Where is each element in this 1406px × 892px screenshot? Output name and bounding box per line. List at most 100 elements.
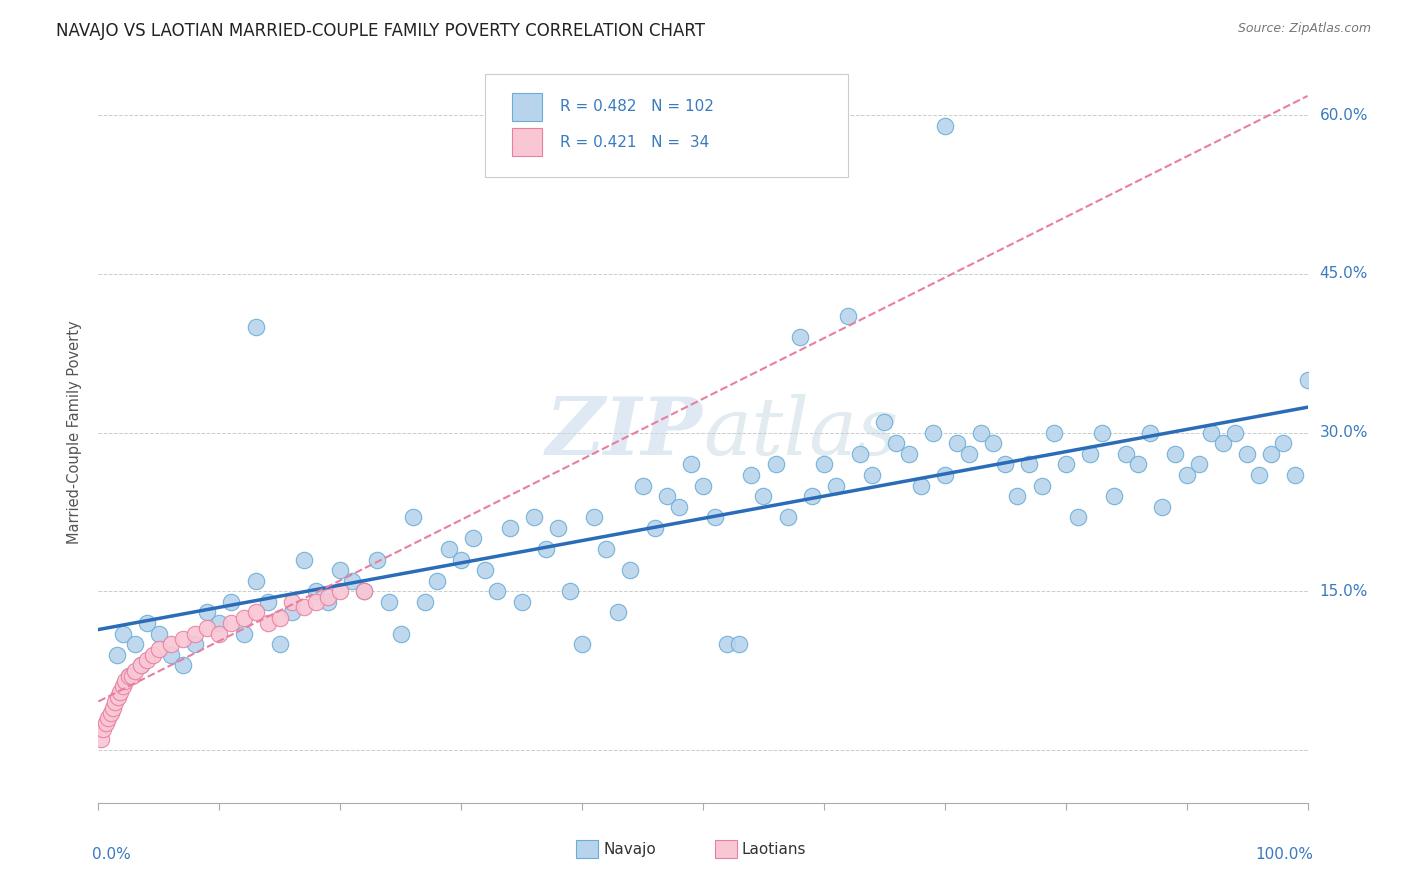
Point <box>595 541 617 556</box>
Point <box>1272 436 1295 450</box>
Point <box>1212 436 1234 450</box>
Text: 60.0%: 60.0% <box>1320 108 1368 123</box>
Point <box>148 626 170 640</box>
Point <box>245 319 267 334</box>
Point <box>402 510 425 524</box>
Point <box>1102 489 1125 503</box>
Point <box>91 722 114 736</box>
Point <box>463 532 485 546</box>
Point <box>129 658 152 673</box>
Point <box>316 590 339 604</box>
Point <box>245 606 267 620</box>
Point <box>450 552 472 566</box>
Point <box>121 669 143 683</box>
Point <box>752 489 775 503</box>
Point <box>108 685 131 699</box>
Point <box>437 541 460 556</box>
Point <box>704 510 727 524</box>
Point <box>910 478 932 492</box>
Point <box>981 436 1004 450</box>
Point <box>1260 447 1282 461</box>
Point <box>498 521 520 535</box>
Point <box>101 700 124 714</box>
Point <box>195 621 218 635</box>
Point <box>716 637 738 651</box>
Point <box>104 695 127 709</box>
Text: Source: ZipAtlas.com: Source: ZipAtlas.com <box>1237 22 1371 36</box>
Point <box>142 648 165 662</box>
Point <box>921 425 943 440</box>
Point <box>486 584 509 599</box>
Point <box>269 637 291 651</box>
Point <box>534 541 557 556</box>
Point <box>1236 447 1258 461</box>
Point <box>957 447 980 461</box>
Point <box>353 584 375 599</box>
Point <box>607 606 630 620</box>
Text: atlas: atlas <box>703 394 898 471</box>
Point <box>523 510 546 524</box>
Text: 45.0%: 45.0% <box>1320 267 1368 282</box>
Point <box>800 489 823 503</box>
Point <box>946 436 969 450</box>
Point <box>1139 425 1161 440</box>
Text: 100.0%: 100.0% <box>1256 847 1313 863</box>
Point <box>366 552 388 566</box>
Point <box>1188 458 1211 472</box>
Point <box>668 500 690 514</box>
Point <box>172 658 194 673</box>
Point <box>184 637 207 651</box>
FancyBboxPatch shape <box>716 840 737 858</box>
Point <box>232 611 254 625</box>
Point <box>160 648 183 662</box>
Point <box>994 458 1017 472</box>
Point <box>1163 447 1185 461</box>
Point <box>94 716 117 731</box>
Point <box>305 584 328 599</box>
Text: 0.0%: 0.0% <box>93 847 131 863</box>
Text: Navajo: Navajo <box>603 842 657 857</box>
Point <box>100 706 122 720</box>
Point <box>377 595 399 609</box>
Point <box>221 615 243 630</box>
Point <box>655 489 678 503</box>
Point <box>583 510 606 524</box>
FancyBboxPatch shape <box>512 93 543 121</box>
Point <box>813 458 835 472</box>
Point <box>1199 425 1222 440</box>
Point <box>886 436 908 450</box>
Point <box>1296 373 1319 387</box>
Point <box>172 632 194 646</box>
Point <box>1128 458 1150 472</box>
Point <box>221 595 243 609</box>
Point <box>256 615 278 630</box>
Point <box>135 653 157 667</box>
Text: ZIP: ZIP <box>546 394 703 471</box>
Point <box>160 637 183 651</box>
Point <box>934 467 956 482</box>
FancyBboxPatch shape <box>512 128 543 156</box>
Point <box>426 574 449 588</box>
Point <box>292 600 315 615</box>
Point <box>776 510 799 524</box>
Point <box>316 595 339 609</box>
Point <box>571 637 593 651</box>
Point <box>510 595 533 609</box>
Text: 30.0%: 30.0% <box>1320 425 1368 440</box>
Point <box>1007 489 1029 503</box>
Point <box>474 563 496 577</box>
Point <box>281 595 304 609</box>
Point <box>97 711 120 725</box>
Point <box>118 669 141 683</box>
Point <box>765 458 787 472</box>
Point <box>1042 425 1064 440</box>
Y-axis label: Married-Couple Family Poverty: Married-Couple Family Poverty <box>67 321 83 544</box>
Point <box>135 615 157 630</box>
Point <box>148 642 170 657</box>
Point <box>547 521 569 535</box>
Point <box>837 310 859 324</box>
Point <box>245 574 267 588</box>
Point <box>897 447 920 461</box>
Point <box>644 521 666 535</box>
Point <box>679 458 702 472</box>
